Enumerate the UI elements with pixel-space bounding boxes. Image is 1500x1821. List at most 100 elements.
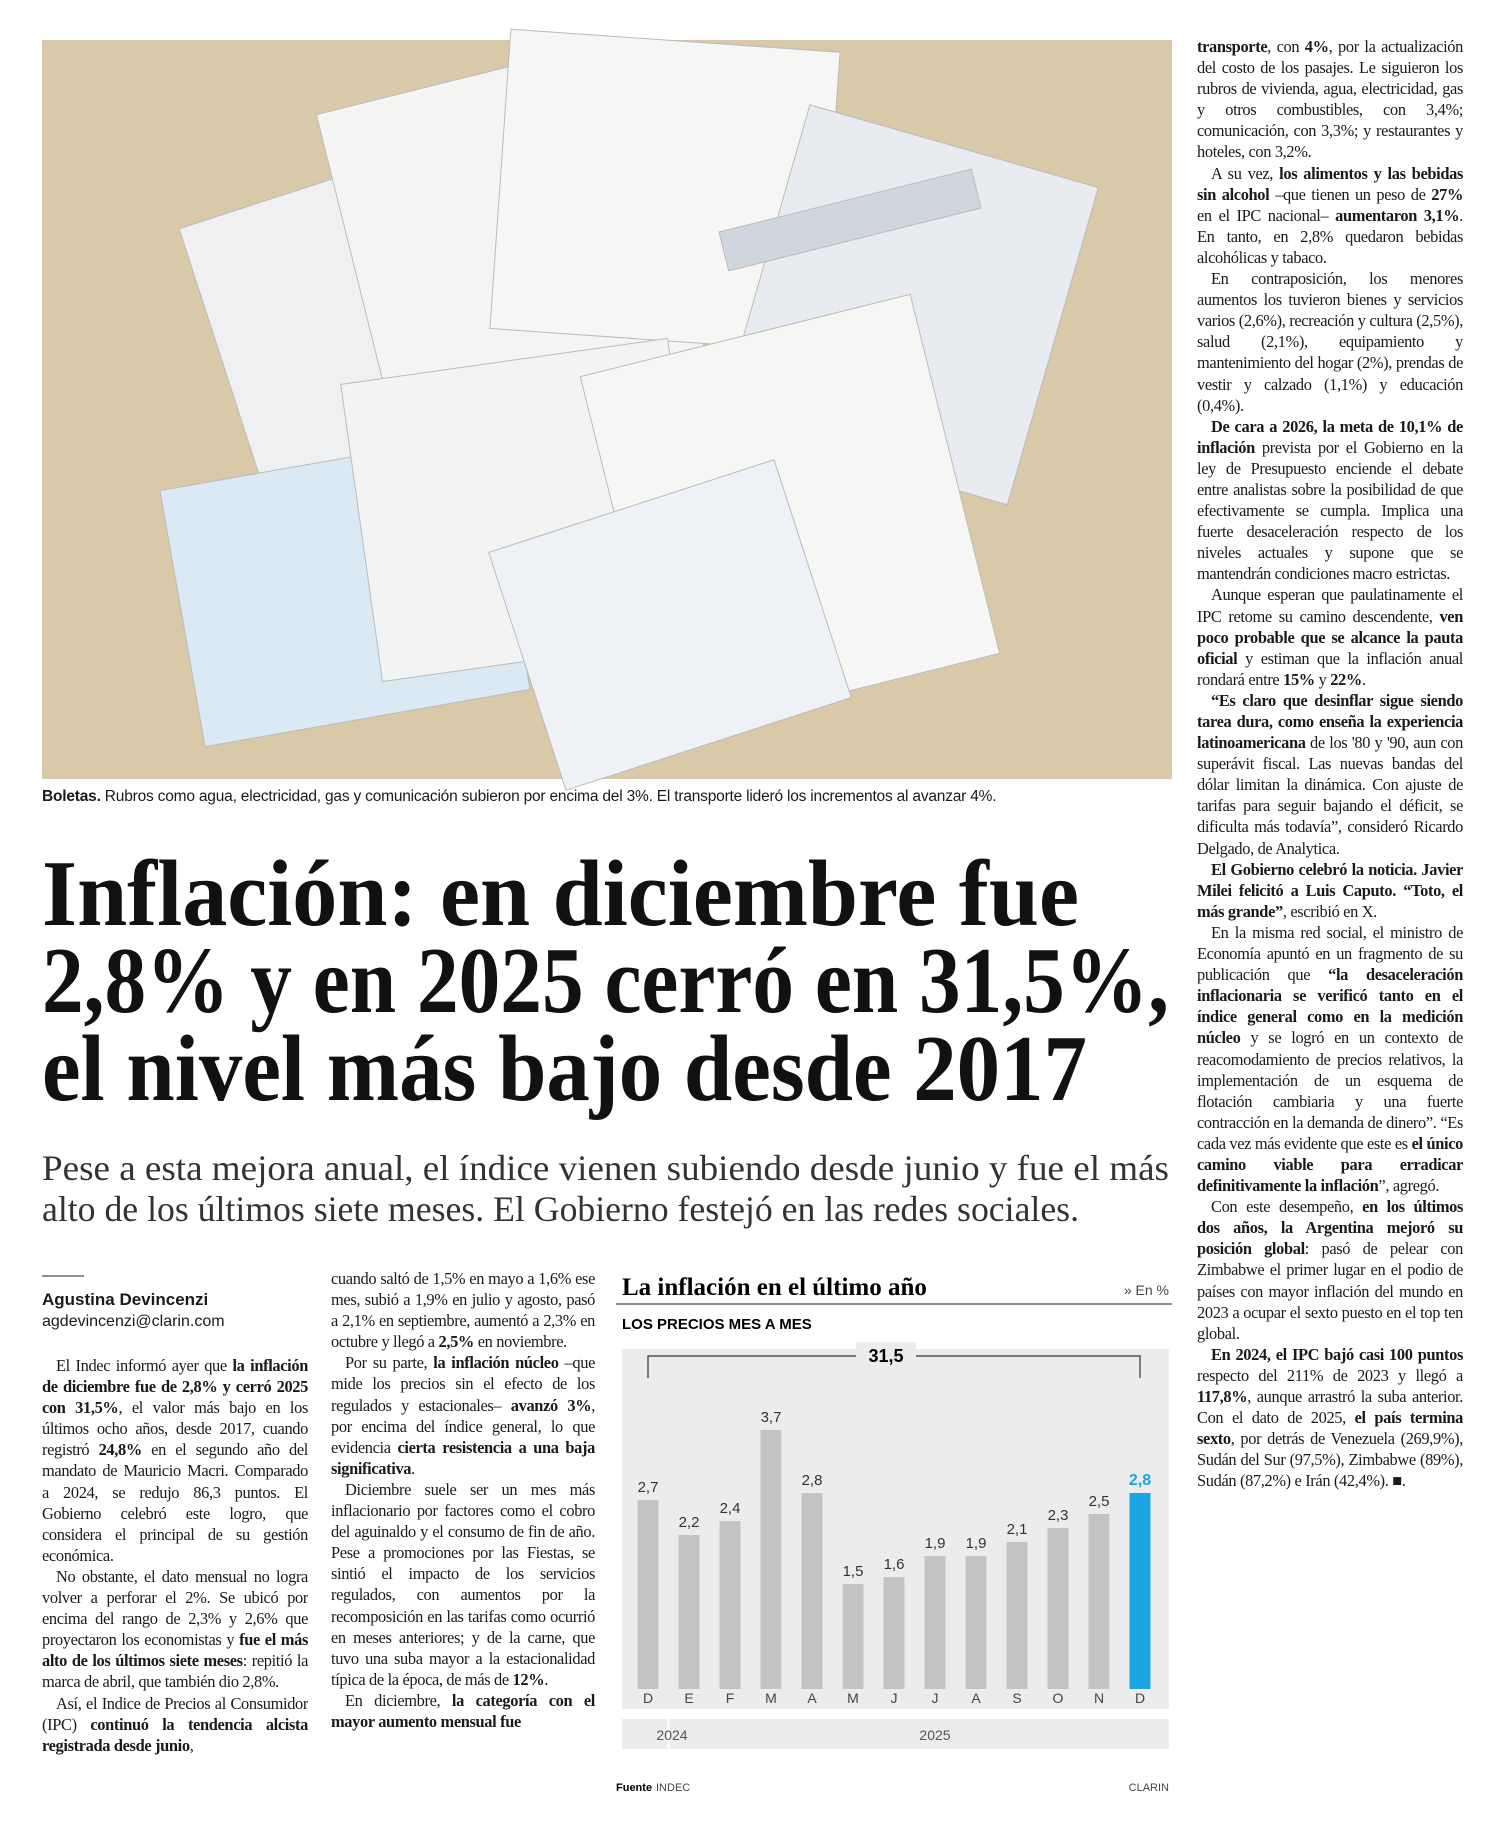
caption-text: Rubros como agua, electricidad, gas y co… (100, 788, 997, 805)
text-run: –que tienen un peso de (1269, 184, 1432, 204)
bar (1129, 1493, 1151, 1689)
value-label: 2,4 (720, 1500, 741, 1517)
paragraph: Aunque esperan que paulatinamente el IPC… (1197, 584, 1463, 689)
total-label: 31,5 (868, 1346, 903, 1366)
value-label: 2,7 (638, 1479, 659, 1496)
bold-run: aumentaron 3,1% (1335, 205, 1460, 225)
bold-run: avanzó 3% (510, 1395, 592, 1415)
bar (801, 1493, 823, 1689)
bar (760, 1430, 782, 1689)
bold-run: 2,5% (438, 1332, 474, 1352)
bold-run: 12% (512, 1669, 545, 1689)
value-label: 2,8 (1129, 1472, 1151, 1489)
paragraph: En la misma red social, el ministro de E… (1197, 922, 1463, 1196)
paragraph: El Indec informó ayer que la inflación d… (42, 1355, 308, 1566)
paragraph: Por su parte, la inflación núcleo –que m… (331, 1352, 595, 1479)
bar (637, 1500, 659, 1689)
paragraph: El Gobierno celebró la noticia. Javier M… (1197, 859, 1463, 922)
text-run: respecto del 211% de 2023 y llegó a (1197, 1365, 1463, 1385)
text-run: , (189, 1735, 194, 1755)
text-run: , por la actualización del costo de los … (1197, 37, 1463, 162)
text-run: A su vez, (1211, 163, 1280, 183)
bold-run: 117,8% (1197, 1387, 1248, 1406)
text-run: . (1361, 669, 1366, 689)
text-run: en el IPC nacional– (1197, 205, 1336, 225)
value-label: 1,5 (843, 1563, 864, 1580)
text-run: , escribió en X. (1282, 901, 1377, 921)
bar (1006, 1542, 1028, 1689)
bar (883, 1577, 905, 1689)
text-run: , con (1267, 37, 1305, 56)
value-label: 3,7 (761, 1409, 782, 1426)
year-label: 2024 (656, 1727, 687, 1743)
chart-title: La inflación en el último año (622, 1274, 927, 1301)
paragraph: Diciembre suele ser un mes más inflacion… (331, 1479, 595, 1690)
value-label: 2,2 (679, 1514, 700, 1531)
x-tick-label: J (932, 1690, 939, 1706)
bar (678, 1535, 700, 1689)
value-label: 2,3 (1048, 1507, 1069, 1524)
x-tick-label: D (1135, 1690, 1145, 1706)
text-run: En la misma red social, el ministro de E… (1197, 922, 1463, 985)
bold-run: “la desaceleración inflacionaria se veri… (1197, 965, 1463, 1048)
text-run: prevista por el Gobierno en la ley de Pr… (1197, 437, 1463, 584)
paragraph: A su vez, los alimentos y las bebidas si… (1197, 163, 1463, 268)
year-label: 2025 (919, 1727, 950, 1743)
x-tick-label: A (971, 1690, 981, 1706)
bold-run: 4% (1304, 37, 1329, 56)
headline-line: Inflación: en diciembre fue (42, 842, 1079, 946)
paragraph: En diciembre, la categoría con el mayor … (331, 1690, 595, 1732)
text-run: . (411, 1458, 415, 1478)
text-run: En diciembre, (345, 1690, 452, 1710)
value-label: 1,9 (966, 1535, 987, 1552)
bold-run: en los últimos dos años, la Argentina me… (1197, 1197, 1463, 1259)
text-run: . (544, 1669, 549, 1689)
bold-run: el único camino viable para erradicar de… (1197, 1133, 1463, 1196)
text-run: ”, agregó. (1378, 1176, 1440, 1196)
text-run: El Indec informó ayer que (56, 1356, 233, 1375)
text-run: . En tanto, en 2,8% quedaron bebidas alc… (1197, 205, 1463, 267)
text-run: , aunque arrastró la suba anterior. Con … (1197, 1387, 1463, 1428)
source-label: Fuente (616, 1782, 652, 1794)
x-tick-label: M (765, 1690, 777, 1706)
headline-line: 2,8% y en 2025 cerró en 31,5%, (42, 929, 1169, 1033)
x-tick-label: S (1012, 1690, 1021, 1706)
byline: Agustina Devincenzi agdevincenzi@clarin.… (42, 1290, 308, 1331)
text-run: , el valor más bajo en los últimos ocho … (42, 1398, 308, 1460)
bar (1047, 1528, 1069, 1689)
x-tick-label: A (807, 1690, 817, 1706)
value-label: 2,5 (1089, 1493, 1110, 1510)
bold-run: 22% (1330, 669, 1362, 689)
bold-run: El Gobierno celebró la noticia. Javier M… (1197, 859, 1463, 921)
paragraph: En contraposición, los menores aumentos … (1197, 268, 1463, 416)
value-label: 1,9 (925, 1535, 946, 1552)
text-run: cuando saltó de 1,5% en mayo a 1,6% ese … (331, 1269, 595, 1352)
bold-run: fue el más alto de los últimos siete mes… (42, 1630, 308, 1671)
bold-run: la categoría con el mayor aumento mensua… (331, 1690, 595, 1731)
text-run: de los '80 y '90, aun con superávit fisc… (1197, 733, 1463, 858)
paragraph: “Es claro que desinflar sigue siendo tar… (1197, 690, 1463, 859)
bold-run: 27% (1431, 184, 1463, 204)
paragraph: cuando saltó de 1,5% en mayo a 1,6% ese … (331, 1268, 595, 1352)
year-band (622, 1719, 1169, 1749)
text-run: No obstante, el dato mensual no logra vo… (42, 1566, 308, 1650)
text-run: en noviembre. (473, 1332, 568, 1352)
author-email: agdevincenzi@clarin.com (42, 1313, 225, 1330)
photo-papers (159, 28, 1099, 791)
paragraph: En 2024, el IPC bajó casi 100 puntos res… (1197, 1344, 1463, 1492)
author: Agustina Devincenzi (42, 1290, 209, 1309)
text-run: Aunque esperan que paulatinamente el IPC… (1197, 585, 1463, 626)
bold-run: 15% (1283, 669, 1315, 689)
bold-run: continuó la tendencia alcista registrada… (42, 1714, 308, 1755)
headline-line: el nivel más bajo desde 2017 (42, 1017, 1087, 1121)
credit: CLARIN (1129, 1782, 1169, 1794)
bold-run: transporte (1197, 37, 1268, 56)
deck-line: Pese a esta mejora anual, el índice vien… (42, 1148, 1169, 1188)
text-column: El Indec informó ayer que la inflación d… (42, 1355, 308, 1797)
x-tick-label: F (726, 1690, 735, 1706)
deck-line: alto de los últimos siete meses. El Gobi… (42, 1189, 1079, 1229)
value-label: 2,1 (1007, 1521, 1028, 1538)
paragraph: transporte, con 4%, por la actualización… (1197, 36, 1463, 163)
text-run: y estiman que la inflación anual rondará… (1197, 648, 1463, 689)
paragraph: De cara a 2026, la meta de 10,1% de infl… (1197, 416, 1463, 585)
